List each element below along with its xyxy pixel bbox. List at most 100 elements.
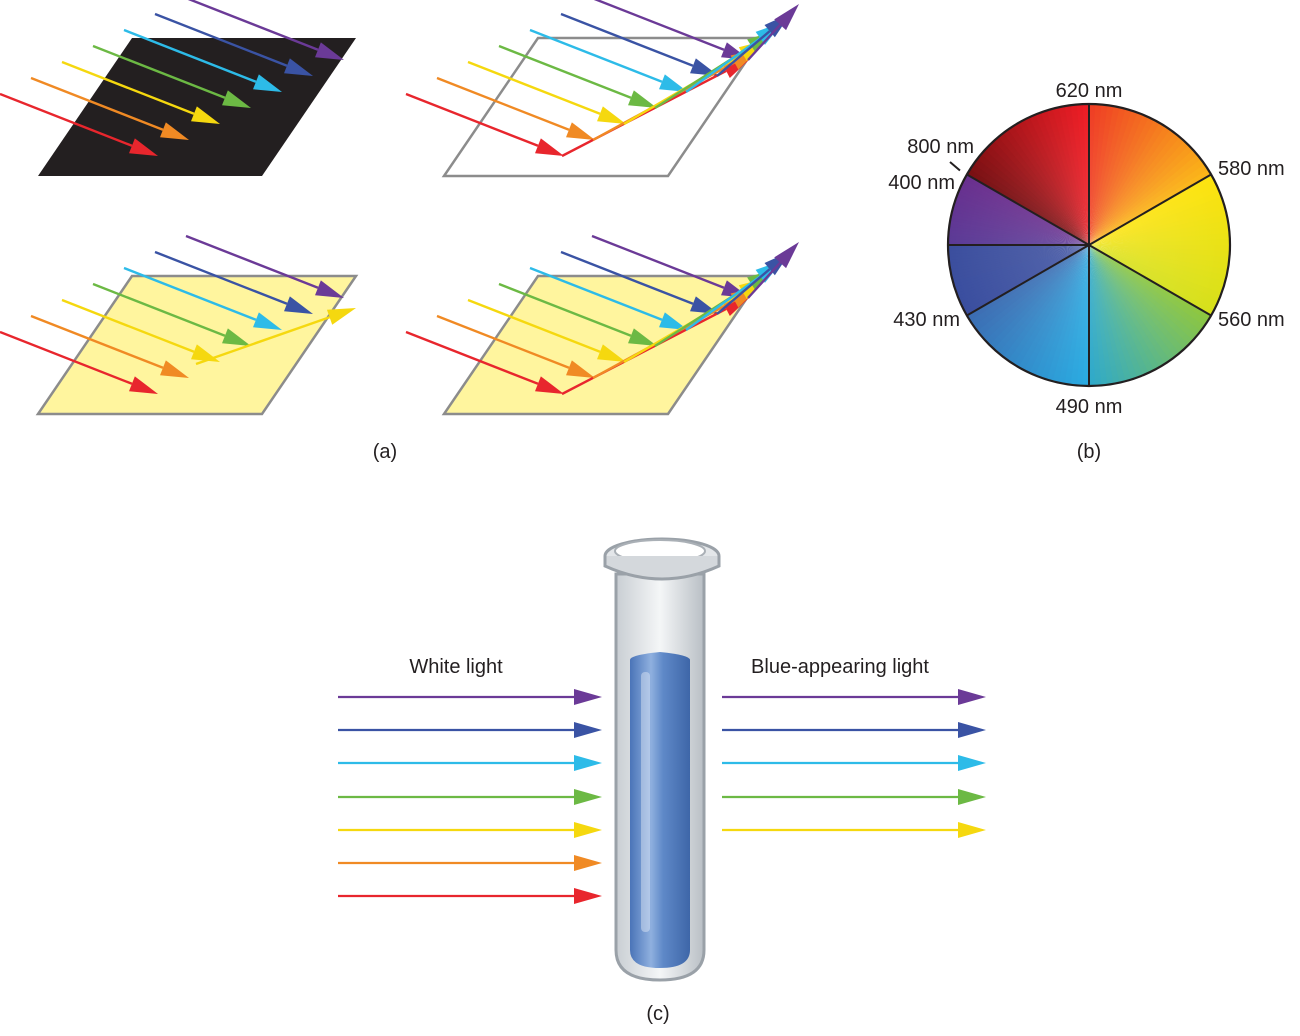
incident-ray-white-yellow <box>467 60 601 115</box>
incoming-ray-red-head <box>574 888 602 904</box>
leader-800 <box>949 161 961 172</box>
incoming-ray-yellow-head <box>574 822 602 838</box>
incident-ray-white-orange <box>436 76 570 131</box>
wavelength-label-800: 800 nm <box>907 136 974 158</box>
incident-ray-yellow-violet <box>185 234 319 289</box>
incident-ray-yellow-red-head <box>129 376 158 394</box>
incident-ray-white-violet <box>593 0 725 51</box>
incident-ray-white-red-head <box>535 138 564 156</box>
color-wheel <box>946 102 1232 388</box>
wheel-divider-150 <box>966 244 1090 317</box>
incident-ray-white-blue <box>560 12 694 67</box>
caption-c: (c) <box>646 1003 669 1025</box>
incident-ray-black-orange-head <box>160 122 189 140</box>
incident-ray-yellow-white-cyan <box>529 266 663 321</box>
tube-highlight <box>641 672 650 932</box>
incident-ray-yellow-white-red-head <box>535 376 564 394</box>
incident-ray-yellow-orange <box>30 314 164 369</box>
incoming-ray-green-head <box>574 789 602 805</box>
incident-ray-black-cyan-head <box>253 74 282 92</box>
reflected-ray-white-cyan <box>685 37 761 93</box>
incident-ray-black-orange <box>30 76 164 131</box>
incident-ray-black-yellow-head <box>191 106 220 124</box>
panel-c-test-tube <box>338 537 986 982</box>
incoming-light-label: White light <box>409 656 503 678</box>
wavelength-label-490: 490 nm <box>1056 396 1123 418</box>
incident-ray-black-violet-head <box>315 42 344 60</box>
incident-ray-yellow-white-orange <box>436 314 570 369</box>
caption-b: (b) <box>1077 441 1101 463</box>
incident-ray-white-orange-head <box>566 122 595 140</box>
incident-ray-black-red <box>0 92 133 147</box>
reflected-ray-white-blue <box>716 30 771 77</box>
outgoing-ray-violet-head <box>958 689 986 705</box>
test-tube <box>603 537 721 982</box>
incident-ray-white-green-head <box>628 90 657 108</box>
incident-ray-yellow-green <box>92 282 226 337</box>
incident-ray-white-green <box>498 44 632 99</box>
wavelength-label-620: 620 nm <box>1056 80 1123 102</box>
incoming-ray-orange-head <box>574 855 602 871</box>
wavelength-label-560: 560 nm <box>1218 309 1285 331</box>
incident-ray-black-violet <box>187 0 319 51</box>
surface-yellow <box>0 234 359 416</box>
incoming-ray-cyan-head <box>574 755 602 771</box>
outgoing-ray-cyan-head <box>958 755 986 771</box>
incident-ray-yellow-cyan-head <box>253 312 282 330</box>
incident-ray-yellow-white-red <box>405 330 539 385</box>
incident-ray-black-blue-head <box>284 58 313 76</box>
incident-ray-yellow-white-blue <box>560 250 694 305</box>
outgoing-ray-blue-head <box>958 722 986 738</box>
reflected-ray-white-violet-head <box>774 4 799 31</box>
incident-ray-yellow-white-orange-head <box>566 360 595 378</box>
incident-ray-white-red <box>405 92 539 147</box>
incident-ray-yellow-cyan <box>123 266 257 321</box>
wavelength-label-580: 580 nm <box>1218 158 1285 180</box>
incident-ray-yellow-white-green-head <box>628 328 657 346</box>
blue-solution <box>630 652 690 968</box>
reflected-ray-yellow-yellow <box>195 316 330 366</box>
incident-ray-black-green <box>92 44 226 99</box>
wheel-divider--30 <box>1088 173 1212 246</box>
incident-ray-black-yellow <box>61 60 195 115</box>
incident-ray-white-cyan <box>529 28 663 83</box>
incident-ray-black-cyan <box>123 28 257 83</box>
caption-a: (a) <box>373 441 397 463</box>
reflected-ray-white-violet <box>747 23 782 61</box>
reflected-ray-yellow-yellow-head <box>326 308 356 325</box>
surface-yellow-white <box>405 234 799 416</box>
incident-ray-black-red-head <box>129 138 158 156</box>
incident-ray-black-blue <box>154 12 288 67</box>
incoming-ray-violet-head <box>574 689 602 705</box>
incident-ray-yellow-red <box>0 330 133 385</box>
reflected-ray-yellow-white-cyan <box>685 275 761 331</box>
outgoing-ray-yellow-head <box>958 822 986 838</box>
outgoing-light-label: Blue-appearing light <box>751 656 929 678</box>
incident-ray-yellow-blue-head <box>284 296 313 314</box>
reflected-ray-yellow-white-violet <box>747 261 782 299</box>
incident-ray-yellow-white-cyan-head <box>659 312 688 330</box>
wavelength-label-430: 430 nm <box>893 309 960 331</box>
wheel-divider-30 <box>1088 244 1212 317</box>
incident-ray-yellow-white-yellow <box>467 298 601 353</box>
wheel-divider-210 <box>966 173 1090 246</box>
incident-ray-yellow-white-violet <box>591 234 725 289</box>
incident-ray-white-cyan-head <box>659 74 688 92</box>
surface-white <box>405 0 799 178</box>
incident-ray-yellow-white-yellow-head <box>597 344 626 362</box>
wavelength-label-400: 400 nm <box>888 172 955 194</box>
incident-ray-white-yellow-head <box>597 106 626 124</box>
incident-ray-yellow-yellow <box>61 298 195 353</box>
tube-rim-band <box>603 556 721 581</box>
outgoing-ray-green-head <box>958 789 986 805</box>
panel-a-surfaces <box>0 0 799 416</box>
reflected-ray-yellow-white-blue <box>716 268 771 315</box>
incident-ray-yellow-violet-head <box>315 280 344 298</box>
incident-ray-yellow-green-head <box>222 328 251 346</box>
incident-ray-black-green-head <box>222 90 251 108</box>
incident-ray-yellow-orange-head <box>160 360 189 378</box>
incident-ray-yellow-white-green <box>498 282 632 337</box>
reflected-ray-yellow-white-violet-head <box>774 242 799 269</box>
surface-black <box>0 0 356 176</box>
